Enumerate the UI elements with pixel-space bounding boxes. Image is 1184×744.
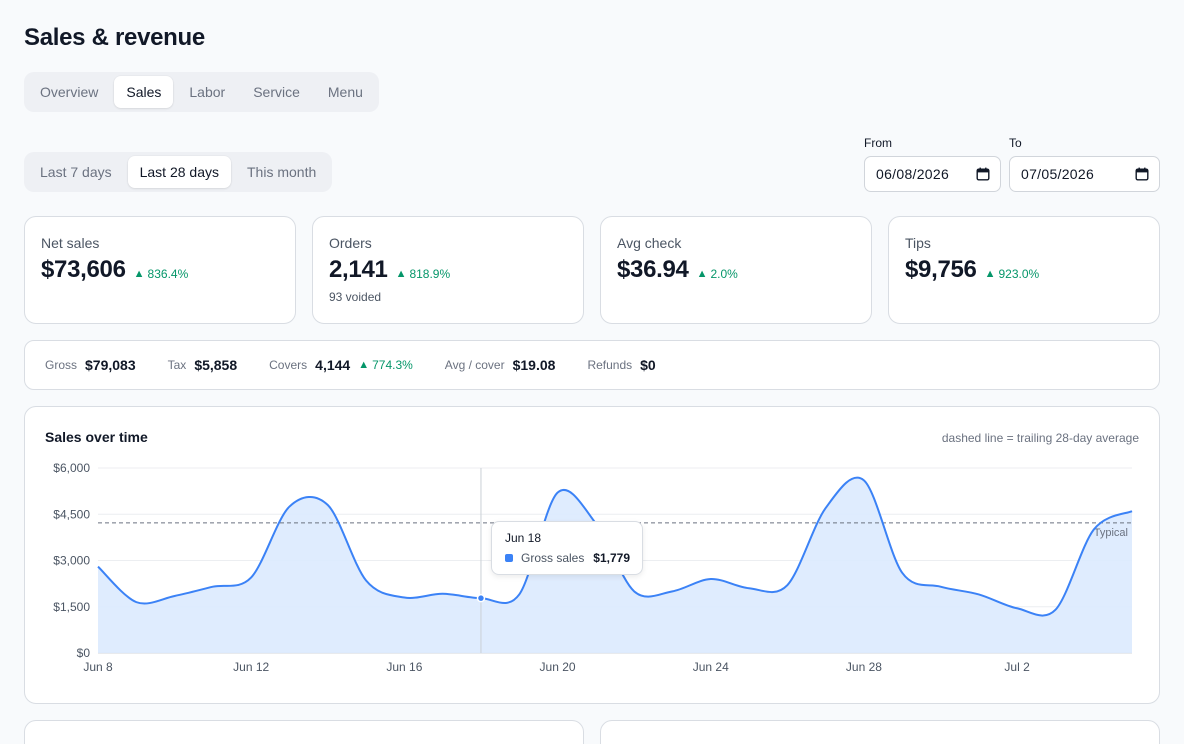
summary-avg-cover: Avg / cover $19.08: [445, 357, 556, 373]
y-tick-label: $3,000: [53, 554, 90, 568]
summary-delta: ▲ 774.3%: [358, 358, 413, 372]
x-tick-label: Jun 12: [233, 660, 269, 674]
kpi-label: Orders: [329, 235, 372, 251]
tooltip-series-name: Gross sales: [521, 551, 585, 565]
chart-note: dashed line = trailing 28-day average: [941, 431, 1139, 445]
x-tick-label: Jun 8: [83, 660, 113, 674]
arrow-up-icon: ▲: [133, 268, 145, 280]
arrow-up-icon: ▲: [358, 359, 370, 371]
summary-refunds: Refunds $0: [587, 357, 655, 373]
typical-label: Typical: [1094, 527, 1128, 539]
summary-label: Avg / cover: [444, 358, 505, 372]
date-from-group: From 06/08/2026: [864, 136, 1001, 192]
summary-label: Tax: [167, 358, 187, 372]
kpi-card-orders: Orders 2,141 ▲ 818.9% 93 voided: [312, 216, 584, 324]
date-to-value: 07/05/2026: [1021, 166, 1095, 182]
y-tick-label: $6,000: [53, 461, 90, 475]
summary-covers: Covers 4,144 ▲ 774.3%: [269, 357, 413, 373]
arrow-up-icon: ▲: [696, 268, 708, 280]
chart-tooltip: Jun 18 Gross sales $1,779: [491, 521, 643, 575]
tooltip-value: $1,779: [593, 551, 630, 565]
kpi-label: Tips: [905, 235, 931, 251]
kpi-card-avg-check: Avg check $36.94 ▲ 2.0%: [600, 216, 872, 324]
bottom-card-left: [24, 720, 584, 744]
summary-value: $5,858: [194, 357, 238, 373]
y-tick-label: $4,500: [53, 507, 90, 521]
summary-label: Gross: [45, 358, 78, 372]
kpi-delta: ▲ 818.9%: [396, 267, 451, 281]
kpi-delta-value: 2.0%: [710, 267, 738, 281]
date-to-label: To: [1009, 136, 1022, 150]
bottom-card-right: [600, 720, 1160, 744]
range-last-28-days[interactable]: Last 28 days: [127, 156, 231, 188]
tab-service[interactable]: Service: [253, 84, 300, 100]
date-to-input[interactable]: 07/05/2026: [1009, 156, 1160, 192]
y-tick-label: $0: [77, 646, 91, 660]
date-from-input[interactable]: 06/08/2026: [864, 156, 1001, 192]
summary-value: $0: [640, 357, 656, 373]
x-tick-label: Jul 2: [1004, 660, 1030, 674]
summary-tax: Tax $5,858: [168, 357, 238, 373]
range-this-month[interactable]: This month: [247, 164, 317, 180]
main-tabs: Overview Sales Labor Service Menu: [24, 72, 379, 112]
kpi-subtext: 93 voided: [329, 290, 382, 304]
range-last-7-days[interactable]: Last 7 days: [40, 164, 112, 180]
kpi-card-tips: Tips $9,756 ▲ 923.0%: [888, 216, 1160, 324]
date-from-value: 06/08/2026: [876, 166, 950, 182]
highlight-point: [476, 593, 486, 603]
summary-value: 4,144: [315, 357, 351, 373]
summary-value: $19.08: [512, 357, 556, 373]
arrow-up-icon: ▲: [395, 268, 407, 280]
kpi-card-net-sales: Net sales $73,606 ▲ 836.4%: [24, 216, 296, 324]
tab-overview[interactable]: Overview: [40, 84, 99, 100]
kpi-delta: ▲ 923.0%: [985, 267, 1040, 281]
tooltip-date: Jun 18: [505, 531, 542, 545]
date-to-group: To 07/05/2026: [1009, 136, 1160, 192]
date-range-selector: Last 7 days Last 28 days This month: [24, 152, 333, 192]
x-tick-label: Jun 24: [693, 660, 729, 674]
tab-menu[interactable]: Menu: [327, 84, 363, 100]
x-tick-label: Jun 20: [540, 660, 576, 674]
tab-sales[interactable]: Sales: [114, 76, 174, 108]
sales-chart-card: $0 $1,500 $3,000 $4,500 $6,000 Typical Jun 8 Ju…: [24, 406, 1160, 704]
summary-label: Covers: [269, 358, 308, 372]
kpi-value: 2,141: [329, 256, 388, 283]
summary-delta-value: 774.3%: [372, 358, 413, 372]
kpi-delta-value: 836.4%: [147, 267, 189, 281]
kpi-delta: ▲ 836.4%: [134, 267, 189, 281]
kpi-value: $36.94: [617, 256, 689, 283]
tooltip-swatch: [505, 554, 513, 562]
summary-gross: Gross $79,083: [45, 357, 136, 373]
summary-value: $79,083: [85, 357, 136, 373]
kpi-value: $73,606: [41, 256, 126, 283]
calendar-icon[interactable]: [976, 167, 990, 181]
kpi-value: $9,756: [905, 256, 977, 283]
tab-labor[interactable]: Labor: [189, 84, 226, 100]
kpi-label: Net sales: [41, 235, 100, 251]
kpi-delta-value: 818.9%: [409, 267, 451, 281]
page-title: Sales & revenue: [24, 24, 205, 51]
date-from-label: From: [864, 136, 892, 150]
x-tick-label: Jun 28: [846, 660, 882, 674]
calendar-icon[interactable]: [1135, 167, 1149, 181]
kpi-delta: ▲ 2.0%: [697, 267, 738, 281]
kpi-label: Avg check: [617, 235, 682, 251]
y-tick-label: $1,500: [53, 600, 90, 614]
kpi-delta-value: 923.0%: [998, 267, 1040, 281]
x-tick-label: Jun 16: [386, 660, 422, 674]
arrow-up-icon: ▲: [984, 268, 996, 280]
chart-title: Sales over time: [45, 429, 148, 445]
summary-label: Refunds: [587, 358, 633, 372]
summary-bar: Gross $79,083 Tax $5,858 Covers 4,144 ▲ 7…: [24, 340, 1160, 390]
